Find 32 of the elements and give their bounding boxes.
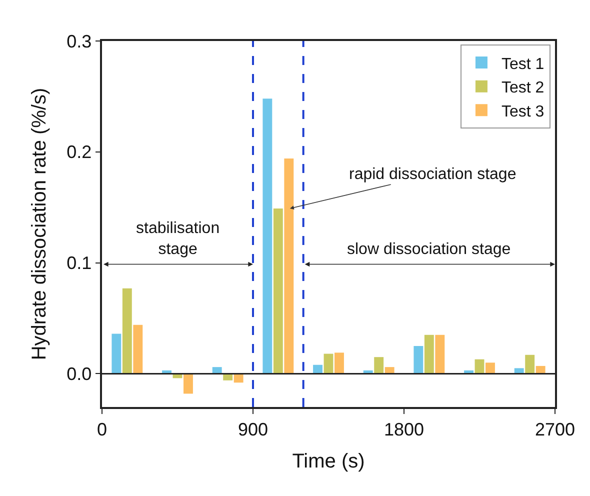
legend-label: Test 3	[501, 103, 544, 120]
bar	[334, 352, 344, 374]
x-axis-title: Time (s)	[292, 450, 365, 472]
x-tick-label: 1800	[384, 419, 424, 440]
bar	[486, 362, 495, 374]
y-axis-title: Hydrate dissociation rate (%/s)	[28, 88, 51, 360]
bar	[324, 354, 334, 374]
x-tick-label: 0	[96, 419, 108, 440]
bar	[313, 364, 322, 374]
bar	[184, 374, 193, 394]
x-tick-label: 900	[238, 419, 268, 440]
bar	[424, 334, 434, 374]
y-tick-label: 0.0	[66, 364, 92, 384]
bar	[122, 288, 132, 374]
annotation: stabilisation stage	[136, 220, 220, 258]
legend-label: Test 1	[501, 56, 544, 73]
bar	[112, 334, 122, 374]
y-tick-label: 0.2	[66, 142, 92, 162]
bar	[284, 158, 294, 374]
bar	[414, 346, 424, 374]
bar	[435, 334, 445, 374]
y-tick-label: 0.1	[66, 253, 92, 274]
annotation: slow dissociation stage	[347, 241, 511, 258]
bar	[525, 354, 535, 374]
x-tick-label: 2700	[534, 419, 576, 440]
annotation: rapid dissociation stage	[349, 166, 516, 183]
legend-label: Test 2	[501, 80, 544, 97]
y-tick-label: 0.3	[66, 31, 92, 52]
bar	[133, 324, 143, 374]
bar	[374, 357, 384, 374]
bar	[273, 208, 283, 374]
bar	[262, 98, 272, 374]
